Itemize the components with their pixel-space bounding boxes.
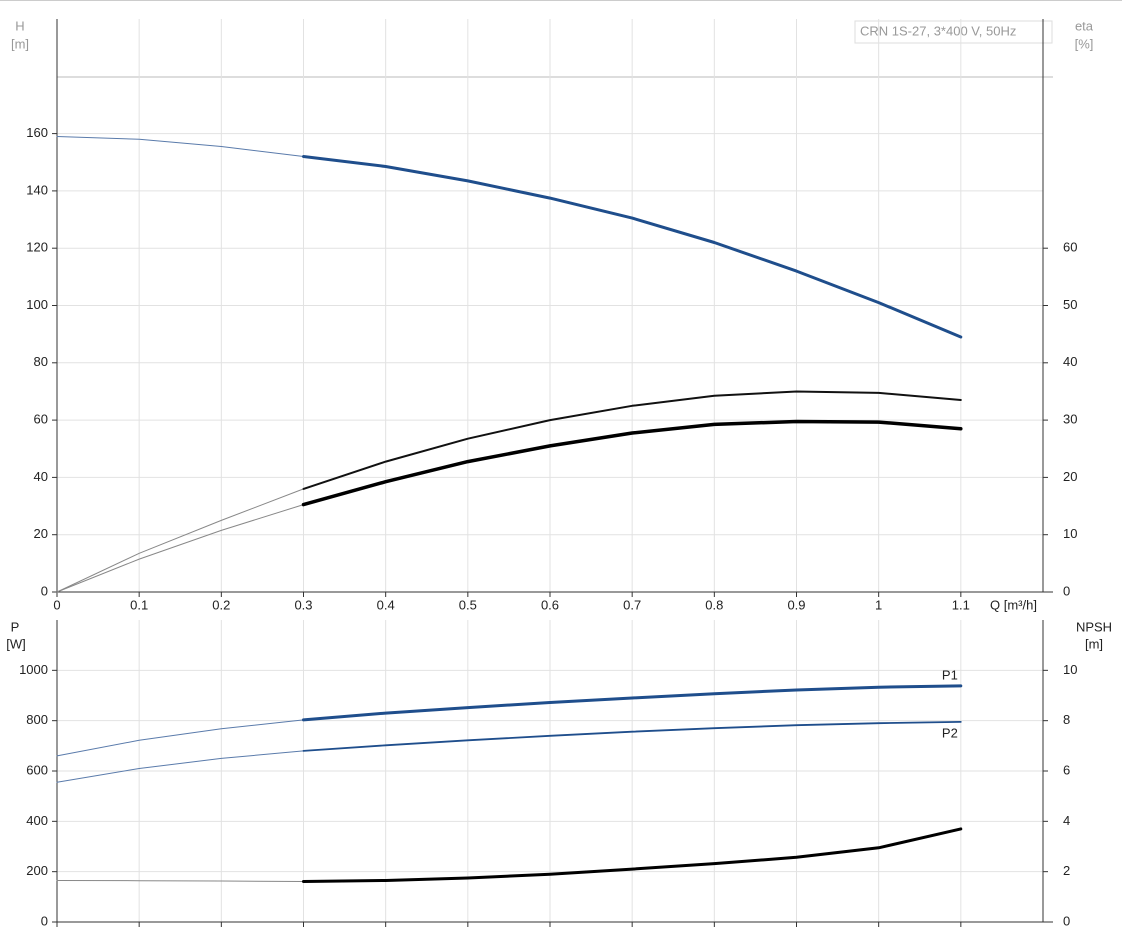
y2-label-unit: [m]	[1085, 636, 1103, 651]
x-tick-label: 0.1	[130, 597, 148, 612]
y-tick-label: 120	[26, 240, 48, 255]
curve-duty	[301, 419, 963, 507]
x-tick-label: 0.4	[377, 597, 395, 612]
y2-label: NPSH	[1076, 619, 1112, 634]
y-tick-label: 600	[26, 762, 48, 777]
x-tick-label: 0.5	[459, 597, 477, 612]
y2-tick-label: 2	[1063, 863, 1070, 878]
y2-tick-label: 30	[1063, 412, 1077, 427]
y-tick-label: 60	[34, 412, 48, 427]
y-label-unit: [W]	[6, 636, 26, 651]
y-tick-label: 40	[34, 469, 48, 484]
y2-label-unit: [%]	[1075, 36, 1094, 51]
y2-tick-label: 4	[1063, 813, 1070, 828]
y-tick-label: 100	[26, 297, 48, 312]
x-tick-label: 0.3	[294, 597, 312, 612]
x-tick-label: 0.9	[787, 597, 805, 612]
series-label: P1	[942, 667, 958, 682]
y2-label: eta	[1075, 18, 1094, 33]
curve-duty	[302, 390, 962, 490]
y-tick-label: 0	[41, 913, 48, 928]
y-tick-label: 140	[26, 182, 48, 197]
y-tick-label: 200	[26, 863, 48, 878]
y2-tick-label: 20	[1063, 469, 1077, 484]
x-tick-label: 0.7	[623, 597, 641, 612]
x-tick-label: 1	[875, 597, 882, 612]
y-tick-label: 800	[26, 712, 48, 727]
y2-tick-label: 6	[1063, 762, 1070, 777]
y-label: H	[15, 18, 24, 33]
curve-duty	[302, 684, 963, 722]
x-tick-label: 1.1	[952, 597, 970, 612]
y-tick-label: 160	[26, 125, 48, 140]
y2-tick-label: 10	[1063, 662, 1077, 677]
x-label: Q [m³/h]	[990, 597, 1037, 612]
y-label: P	[11, 619, 20, 634]
curve-duty	[302, 721, 962, 752]
curve-duty	[302, 155, 963, 339]
x-tick-label: 0.2	[212, 597, 230, 612]
x-tick-label: 0.6	[541, 597, 559, 612]
y-tick-label: 1000	[19, 662, 48, 677]
y-tick-label: 20	[34, 526, 48, 541]
y-tick-label: 80	[34, 354, 48, 369]
y-tick-label: 400	[26, 813, 48, 828]
y-label-unit: [m]	[11, 36, 29, 51]
series-label: P2	[942, 725, 958, 740]
y2-tick-label: 50	[1063, 297, 1077, 312]
y-tick-label: 0	[41, 583, 48, 598]
y2-tick-label: 60	[1063, 240, 1077, 255]
curve-duty	[302, 827, 963, 883]
y2-tick-label: 40	[1063, 354, 1077, 369]
subtitle: CRN 1S-27, 3*400 V, 50Hz	[860, 23, 1016, 38]
y2-tick-label: 8	[1063, 712, 1070, 727]
y2-tick-label: 10	[1063, 526, 1077, 541]
x-tick-label: 0.8	[705, 597, 723, 612]
legend-box	[854, 20, 1053, 44]
y2-tick-label: 0	[1063, 583, 1070, 598]
x-tick-label: 0	[53, 597, 60, 612]
y2-tick-label: 0	[1063, 913, 1070, 928]
